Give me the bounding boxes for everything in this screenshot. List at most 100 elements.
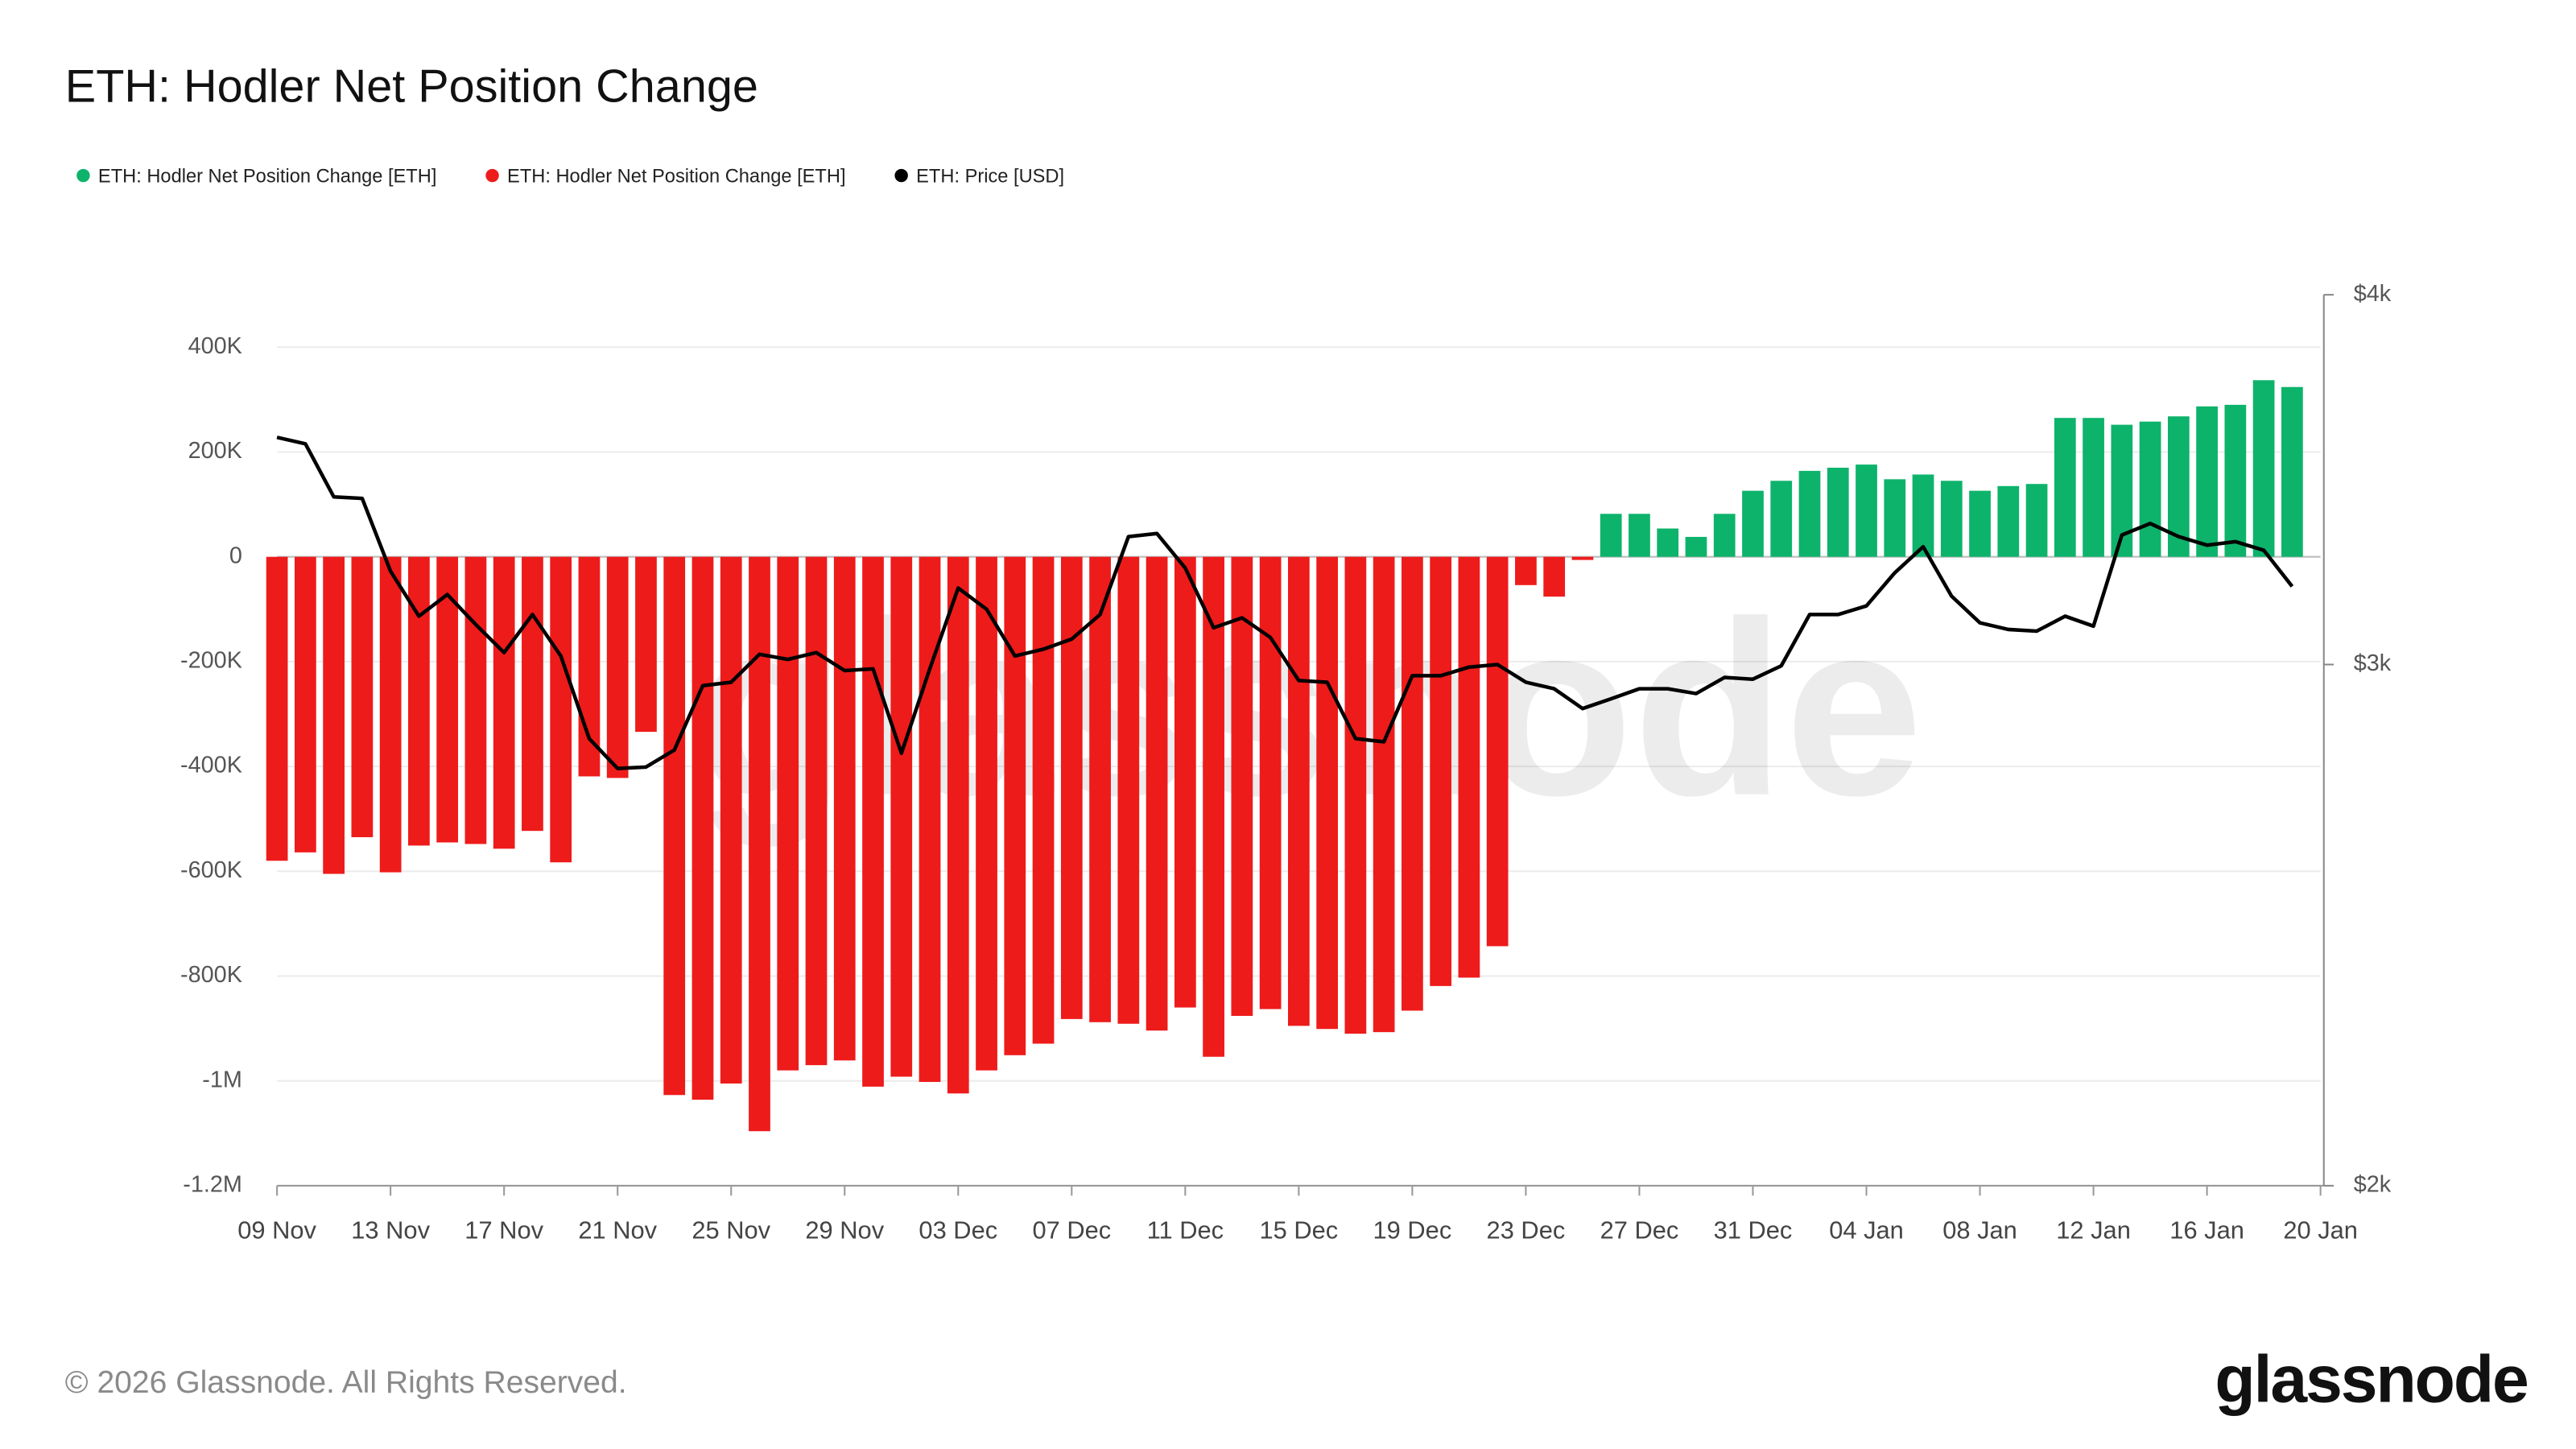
bar	[1259, 556, 1282, 1009]
bar	[1969, 490, 1991, 557]
bar	[2281, 386, 2303, 557]
y2-tick-label: $4k	[2354, 281, 2392, 307]
x-tick-label: 17 Nov	[464, 1216, 543, 1245]
bar	[1344, 556, 1367, 1034]
bar	[1486, 556, 1509, 947]
bar	[919, 556, 941, 1083]
bar	[833, 556, 856, 1061]
bar	[522, 556, 543, 832]
bar	[1543, 556, 1566, 597]
x-tick-label: 21 Nov	[578, 1216, 657, 1245]
x-tick-label: 31 Dec	[1714, 1216, 1793, 1245]
bar	[1856, 464, 1877, 557]
x-tick-label: 11 Dec	[1147, 1216, 1224, 1245]
bar	[1997, 485, 2020, 557]
bar	[2224, 404, 2247, 557]
x-tick-label: 15 Dec	[1260, 1216, 1339, 1245]
y2-tick-label: $2k	[2354, 1172, 2392, 1198]
y-tick-label: -600K	[180, 857, 242, 883]
x-tick-label: 04 Jan	[1829, 1216, 1904, 1245]
y-tick-label: 0	[229, 543, 242, 568]
x-tick-label: 23 Dec	[1487, 1216, 1566, 1245]
y-tick-label: -800K	[180, 962, 242, 988]
x-tick-label: 09 Nov	[237, 1216, 316, 1245]
bar	[890, 556, 913, 1077]
bar	[351, 556, 374, 837]
bar	[777, 556, 799, 1071]
bar	[1657, 528, 1679, 557]
bar	[1770, 481, 1793, 557]
bar	[1912, 474, 1934, 557]
x-tick-label: 12 Jan	[2056, 1216, 2131, 1245]
bar	[2054, 418, 2076, 557]
bar	[691, 556, 714, 1100]
bar	[266, 556, 288, 861]
bar	[295, 556, 316, 852]
bar	[1117, 556, 1140, 1024]
bar	[1798, 470, 1821, 557]
legend-marker	[485, 168, 499, 183]
bar	[1430, 556, 1452, 986]
y-tick-label: 200K	[188, 438, 242, 464]
legend-label: ETH: Price [USD]	[916, 166, 1064, 187]
legend-label: ETH: Hodler Net Position Change [ETH]	[507, 166, 845, 187]
bar	[1884, 479, 1906, 557]
bar	[1713, 514, 1736, 557]
bar	[1004, 556, 1026, 1055]
bar	[493, 556, 515, 849]
x-tick-label: 27 Dec	[1600, 1216, 1679, 1245]
x-tick-label: 16 Jan	[2169, 1216, 2244, 1245]
x-tick-label: 03 Dec	[919, 1216, 997, 1245]
bar	[1940, 481, 1963, 557]
bar	[1089, 556, 1111, 1022]
bar	[2025, 484, 2048, 557]
y-tick-label: 400K	[188, 333, 242, 359]
bar	[1060, 556, 1083, 1019]
bar	[1402, 556, 1423, 1011]
bar	[1174, 556, 1196, 1008]
bar	[1600, 514, 1622, 557]
bar	[1316, 556, 1338, 1030]
bar	[1032, 556, 1055, 1044]
x-tick-label: 20 Jan	[2283, 1216, 2358, 1245]
bar	[1685, 536, 1707, 557]
bar	[408, 556, 430, 846]
bar	[720, 556, 742, 1084]
bar	[1146, 556, 1168, 1031]
bar	[1629, 514, 1650, 557]
bar	[947, 556, 969, 1094]
bar	[749, 556, 770, 1132]
x-tick-label: 19 Dec	[1373, 1216, 1452, 1245]
y-tick-label: -1M	[202, 1067, 242, 1092]
bar	[1827, 468, 1849, 557]
bar	[2083, 418, 2104, 557]
bar	[379, 556, 402, 873]
bar	[635, 556, 657, 733]
bar	[1571, 556, 1594, 560]
x-tick-label: 08 Jan	[1942, 1216, 2017, 1245]
bar	[606, 556, 629, 778]
legend-label: ETH: Hodler Net Position Change [ETH]	[98, 166, 436, 187]
x-tick-label: 13 Nov	[351, 1216, 430, 1245]
bar	[2252, 380, 2275, 557]
bar	[1203, 556, 1224, 1057]
bar	[464, 556, 487, 844]
logo: glassnode	[2215, 1344, 2527, 1417]
y2-tick-label: $3k	[2354, 650, 2392, 676]
bar	[976, 556, 997, 1071]
legend-marker	[894, 168, 908, 183]
y-tick-label: -1.2M	[183, 1172, 242, 1198]
chart-title: ETH: Hodler Net Position Change	[65, 60, 758, 112]
x-tick-label: 29 Nov	[805, 1216, 884, 1245]
bar	[550, 556, 572, 863]
y-tick-label: -200K	[180, 647, 242, 673]
x-tick-label: 07 Dec	[1032, 1216, 1111, 1245]
footer: © 2026 Glassnode. All Rights Reserved.	[65, 1365, 627, 1400]
bar	[1231, 556, 1253, 1016]
bar	[1458, 556, 1480, 978]
legend-marker	[76, 168, 90, 183]
bar	[2196, 406, 2218, 557]
bar	[1742, 490, 1764, 557]
